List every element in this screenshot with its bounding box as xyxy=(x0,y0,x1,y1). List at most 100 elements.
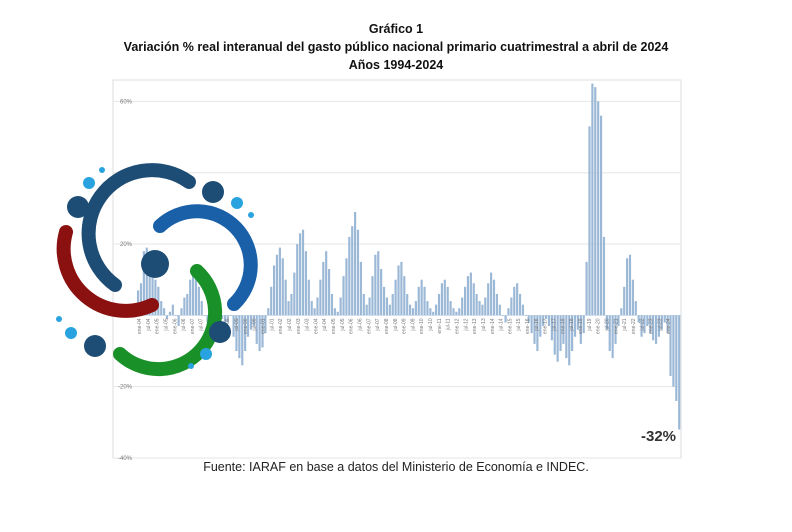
bar xyxy=(611,315,614,359)
bar xyxy=(614,315,617,344)
bar xyxy=(646,315,649,327)
x-tick-label: ene-02 xyxy=(278,318,284,334)
bar xyxy=(432,311,435,316)
x-tick-label: jul-08 xyxy=(393,318,399,331)
bar xyxy=(258,315,261,352)
bar xyxy=(490,272,493,316)
x-axis-tick-labels: ene-04 jul-04 ene-05 jul-05 ene-06 jul-06 ene-… xyxy=(137,318,672,334)
x-tick-label: jul-18 xyxy=(569,318,575,331)
bar xyxy=(527,315,530,323)
x-tick-label: jul-07 xyxy=(375,318,381,331)
x-tick-label: jul-02 xyxy=(287,318,293,331)
x-tick-label: ene-15 xyxy=(507,318,513,334)
x-tick-label: ene-13 xyxy=(472,318,478,334)
bar xyxy=(385,297,389,316)
x-tick-label: ene-21 xyxy=(613,318,619,334)
bar xyxy=(547,315,551,327)
chart-subtitle: Variación % real interanual del gasto pú… xyxy=(123,40,669,54)
bar xyxy=(226,315,229,323)
x-tick-label: ene-19 xyxy=(578,318,584,334)
bar xyxy=(241,315,244,366)
bar xyxy=(585,261,588,316)
x-tick-label: jul-14 xyxy=(499,318,505,331)
bar xyxy=(197,286,200,316)
bar xyxy=(206,315,209,323)
x-tick-label: ene-06 xyxy=(349,318,355,334)
bar xyxy=(278,247,281,316)
bar xyxy=(319,279,322,316)
bar xyxy=(675,315,678,401)
x-tick-label: ene-16 xyxy=(525,318,531,334)
bar xyxy=(151,272,154,316)
bar xyxy=(643,315,646,334)
bar xyxy=(663,315,666,323)
y-tick-label: -40% xyxy=(118,456,133,462)
x-tick-label: jul-00 xyxy=(252,318,258,331)
bar xyxy=(270,286,273,316)
bar xyxy=(163,308,166,316)
bar xyxy=(466,276,470,316)
logo-dot xyxy=(67,196,89,218)
bar xyxy=(539,315,542,337)
bar xyxy=(145,247,148,316)
bar xyxy=(356,229,360,316)
bar xyxy=(264,315,267,334)
bar xyxy=(573,315,577,337)
bar xyxy=(290,293,293,316)
bar xyxy=(426,301,429,316)
grid-lines xyxy=(113,100,681,459)
bar xyxy=(530,315,533,334)
bar xyxy=(325,251,328,316)
bar xyxy=(559,315,562,352)
bar xyxy=(608,315,611,352)
x-tick-label: jul-15 xyxy=(516,318,522,331)
bar xyxy=(336,311,339,316)
x-tick-label: ene-08 xyxy=(384,318,390,334)
bar xyxy=(362,293,365,316)
x-tick-label: ene-07 xyxy=(190,318,196,334)
bar xyxy=(296,244,299,316)
x-tick-label: jul-05 xyxy=(164,318,170,331)
bar xyxy=(189,279,192,316)
x-tick-label: jul-07 xyxy=(199,318,205,331)
bar xyxy=(330,293,334,316)
x-tick-label: ene-00 xyxy=(243,318,249,334)
logo-arc-blue xyxy=(153,204,258,311)
x-tick-label: jul-20 xyxy=(604,318,610,331)
bar xyxy=(275,254,279,316)
bar xyxy=(605,315,608,330)
bar xyxy=(513,286,516,316)
logo-dot xyxy=(188,363,194,369)
bar xyxy=(429,308,432,316)
bar xyxy=(382,286,386,316)
bar xyxy=(487,283,490,316)
bar xyxy=(521,304,525,316)
bar xyxy=(576,315,579,330)
bar xyxy=(252,315,255,327)
x-tick-label: jul-16 xyxy=(534,318,540,331)
x-tick-label: jul-12 xyxy=(463,318,469,331)
logo-dot xyxy=(141,250,169,278)
chart-period: Años 1994-2024 xyxy=(348,58,444,72)
bar xyxy=(495,293,498,316)
bar xyxy=(640,315,643,337)
bar xyxy=(562,315,565,344)
x-tick-label: jul-22 xyxy=(640,318,646,331)
bar xyxy=(423,286,426,316)
bar xyxy=(394,279,397,316)
bar xyxy=(602,236,606,316)
x-tick-label: ene-05 xyxy=(155,318,161,334)
bar xyxy=(374,254,377,316)
bar xyxy=(634,301,637,316)
bar xyxy=(475,293,478,316)
y-tick-label: -20% xyxy=(118,385,133,391)
source-note: Fuente: IARAF en base a datos del Minist… xyxy=(203,460,589,474)
x-tick-label: jul-06 xyxy=(358,318,364,331)
x-tick-label: jul-09 xyxy=(410,318,416,331)
bar xyxy=(380,269,383,316)
bar xyxy=(484,297,487,316)
bar xyxy=(310,301,313,316)
bar xyxy=(200,301,203,316)
bar xyxy=(299,233,302,316)
bar xyxy=(304,251,307,316)
